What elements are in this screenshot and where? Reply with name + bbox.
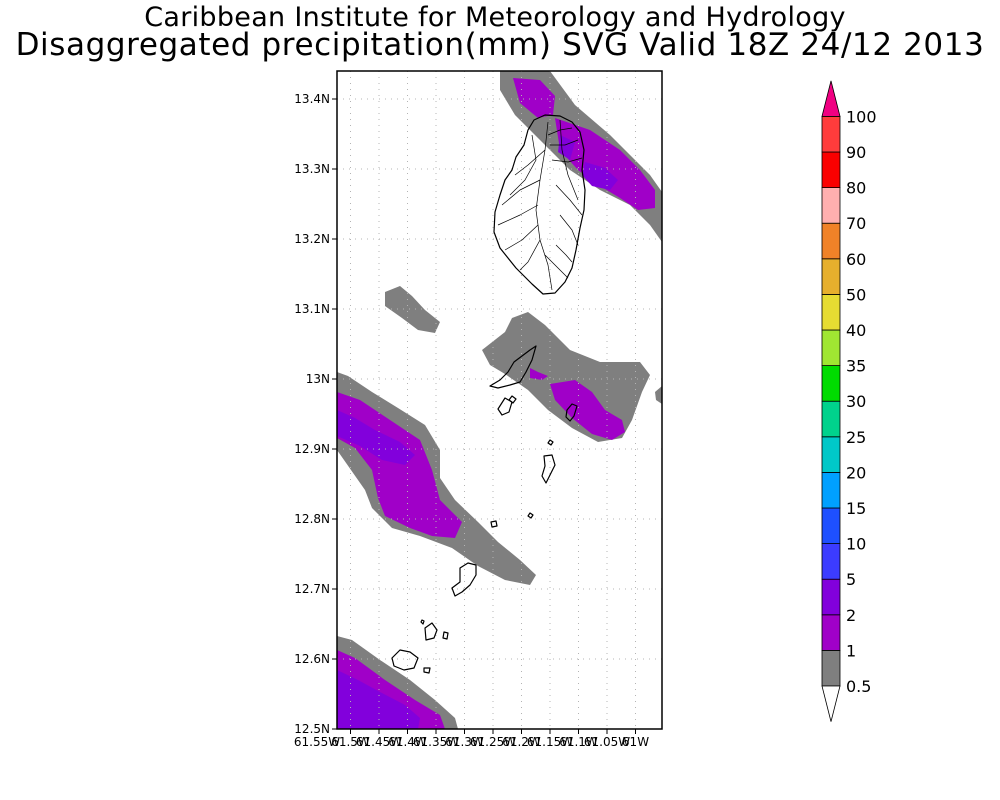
lon-tick-label: 61.3W bbox=[445, 735, 484, 749]
lat-tick-label: 12.9N bbox=[294, 442, 330, 456]
latitude-axis: 12.5N 12.6N 12.7N 12.8N 12.9N 13N 13.1N 13.2N 13… bbox=[294, 92, 337, 736]
colorbar-segment bbox=[821, 614, 841, 651]
colorbar-segment bbox=[821, 578, 841, 616]
lon-tick-label: 61.05W bbox=[584, 735, 630, 749]
institute-title: Caribbean Institute for Meteorology and … bbox=[144, 2, 846, 33]
small-island-8 bbox=[423, 667, 431, 674]
lon-tick-label: 61.25W bbox=[470, 735, 516, 749]
lon-tick-label: 61.1W bbox=[559, 735, 598, 749]
colorbar-label: 70 bbox=[846, 214, 866, 233]
colorbar-segment bbox=[821, 471, 841, 509]
colorbar-label: 35 bbox=[846, 357, 866, 376]
lat-tick-label: 13.2N bbox=[294, 232, 330, 246]
lon-tick-label: 61.35W bbox=[413, 735, 459, 749]
colorbar-segment bbox=[821, 543, 841, 580]
precipitation-field bbox=[337, 71, 662, 729]
colorbar-label: 90 bbox=[846, 143, 866, 162]
colorbar-label: 30 bbox=[846, 392, 866, 411]
small-island-2 bbox=[508, 395, 517, 404]
colorbar-max-arrow bbox=[821, 80, 841, 117]
canouan-coast bbox=[541, 454, 556, 484]
colorbar-label: 20 bbox=[846, 463, 866, 482]
colorbar-label: 80 bbox=[846, 179, 866, 198]
st-vincent-rivers bbox=[497, 119, 583, 291]
colorbar-label: 1 bbox=[846, 641, 856, 660]
colorbar-label: 100 bbox=[846, 107, 877, 126]
colorbar-segment bbox=[821, 436, 841, 473]
petite-martinique-coast bbox=[391, 649, 419, 671]
colorbar-segment bbox=[821, 222, 841, 260]
colorbar-segment bbox=[821, 329, 841, 366]
colorbar-label: 2 bbox=[846, 606, 856, 625]
lat-tick-label: 12.6N bbox=[294, 652, 330, 666]
small-island-3 bbox=[547, 439, 554, 446]
small-island-5 bbox=[490, 520, 498, 528]
colorbar-label: 15 bbox=[846, 499, 866, 518]
st-vincent-coast bbox=[493, 114, 586, 295]
colorbar-label: 50 bbox=[846, 285, 866, 304]
colorbar-label: 40 bbox=[846, 321, 866, 340]
lon-tick-label: 61.2W bbox=[502, 735, 541, 749]
lon-tick-label: 61.55W bbox=[294, 735, 340, 749]
lat-tick-label: 13.1N bbox=[294, 302, 330, 316]
lon-tick-label: 61W bbox=[622, 735, 649, 749]
lat-tick-label: 12.8N bbox=[294, 512, 330, 526]
colorbar-segment bbox=[821, 507, 841, 544]
lat-tick-label: 13.3N bbox=[294, 162, 330, 176]
colorbar-segment bbox=[821, 187, 841, 224]
lon-tick-label: 61.45W bbox=[356, 735, 402, 749]
lon-tick-label: 61.15W bbox=[527, 735, 573, 749]
lon-tick-label: 61.4W bbox=[388, 735, 427, 749]
small-island-4 bbox=[527, 512, 534, 519]
colorbar-label: 5 bbox=[846, 570, 856, 589]
lon-tick-label: 61.5W bbox=[331, 735, 370, 749]
colorbar-label: 0.5 bbox=[846, 677, 871, 696]
grid-lines bbox=[337, 71, 662, 729]
small-island-7 bbox=[420, 619, 425, 625]
lat-tick-label: 12.5N bbox=[294, 722, 330, 736]
colorbar-label: 10 bbox=[846, 535, 866, 554]
colorbar-segment bbox=[821, 151, 841, 188]
coastlines bbox=[391, 114, 586, 674]
colorbar-segment bbox=[821, 293, 841, 331]
small-island-6 bbox=[442, 631, 449, 640]
colorbar-segment bbox=[821, 116, 841, 153]
colorbar-min-arrow bbox=[821, 685, 841, 722]
colorbar-label: 25 bbox=[846, 428, 866, 447]
colorbar-segment bbox=[821, 365, 841, 402]
map-frame bbox=[336, 70, 663, 730]
colorbar-segment bbox=[821, 650, 841, 687]
longitude-axis: 61.55W61.5W61.45W61.4W61.35W61.3W61.25W6… bbox=[294, 729, 649, 749]
lat-tick-label: 13N bbox=[306, 372, 330, 386]
union-island-coast bbox=[451, 562, 477, 597]
product-title: Disaggregated precipitation(mm) SVG Vali… bbox=[15, 27, 985, 63]
carriacou-coast bbox=[424, 622, 438, 641]
bequia-coast bbox=[489, 345, 537, 389]
rain-2-5mm-areas bbox=[337, 135, 618, 729]
colorbar-segment bbox=[821, 400, 841, 438]
lat-tick-label: 12.7N bbox=[294, 582, 330, 596]
colorbar-label: 60 bbox=[846, 250, 866, 269]
colorbar-segment bbox=[821, 258, 841, 295]
lat-tick-label: 13.4N bbox=[294, 92, 330, 106]
mustique-coast bbox=[565, 403, 578, 422]
